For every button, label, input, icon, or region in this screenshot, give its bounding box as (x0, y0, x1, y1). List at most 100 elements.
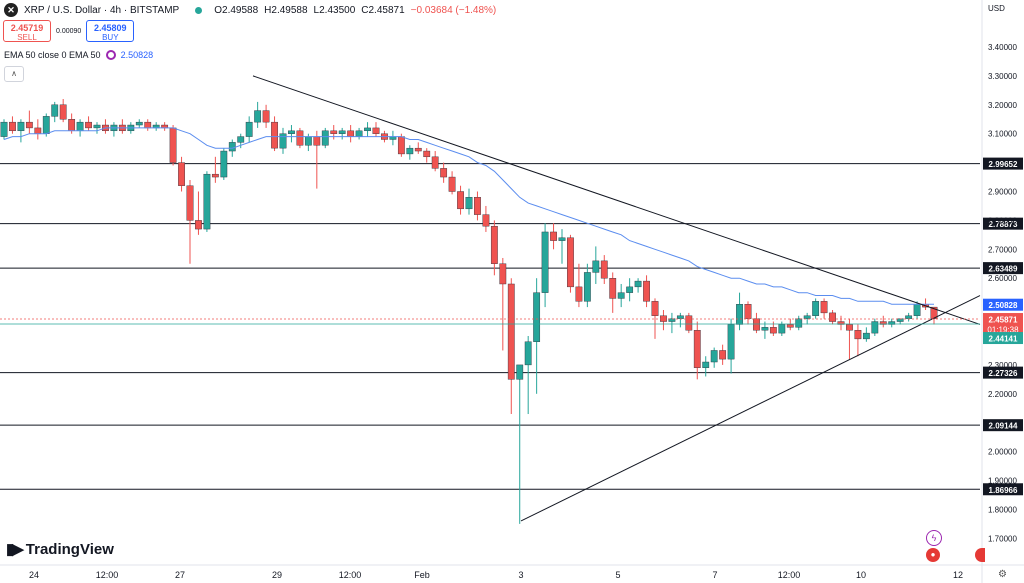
ohlc-close: C2.45871 (361, 4, 405, 16)
candle-body-0 (0, 121, 8, 137)
bid-price-tag-label: 2.44141 (989, 335, 1018, 344)
candle-body-1 (9, 121, 16, 132)
candle-body-3 (25, 121, 33, 129)
candle-body-21 (178, 162, 185, 186)
candle-body-72 (609, 278, 617, 299)
candle-body-87 (736, 304, 743, 325)
candle-body-22 (186, 185, 194, 221)
candle-body-28 (237, 136, 245, 143)
candle-body-88 (744, 304, 752, 319)
candle-body-63 (533, 292, 541, 342)
candle-body-10 (85, 121, 92, 129)
candle-body-65 (550, 231, 557, 241)
level-tag-label-1: 2.78873 (989, 220, 1018, 229)
buy-price: 2.45809 (94, 23, 127, 33)
last-price-tag (983, 313, 1023, 336)
candle-body-49 (414, 147, 422, 152)
candle-body-71 (600, 260, 608, 279)
candle-body-38 (321, 130, 329, 146)
tradingview-wordmark: TradingView (25, 540, 114, 558)
level-tag-label-4: 2.09144 (989, 422, 1018, 431)
last-price-tag-label: 2.45871 (989, 316, 1018, 325)
x-tick-0: 24 (29, 570, 39, 580)
candle-body-53 (448, 176, 456, 192)
candle-body-103 (871, 321, 879, 334)
candle-body-68 (575, 286, 583, 302)
us-flag-partial-icon[interactable] (975, 548, 985, 562)
candle-body-8 (68, 119, 76, 132)
symbol-header: ✕ XRP / U.S. Dollar · 4h · BITSTAMP O2.4… (4, 2, 496, 18)
candle-body-102 (862, 332, 870, 340)
us-flag-icon[interactable]: ● (926, 548, 940, 562)
buy-label: BUY (102, 33, 119, 43)
candle-body-26 (220, 150, 228, 178)
y-tick-3: 3.10000 (988, 130, 1017, 139)
candle-body-86 (727, 324, 735, 360)
candle-body-7 (59, 104, 67, 120)
candle-body-40 (338, 130, 346, 134)
candle-body-100 (846, 324, 853, 331)
y-tick-0: 3.40000 (988, 43, 1017, 52)
y-tick-6: 2.70000 (988, 245, 1017, 254)
level-tag-1 (983, 217, 1023, 230)
candle-body-34 (288, 130, 295, 134)
candle-body-108 (913, 304, 921, 316)
candle-body-92 (778, 324, 786, 334)
candle-body-56 (474, 197, 481, 215)
indicator-label: EMA 50 close 0 EMA 50 (4, 50, 101, 60)
candle-body-41 (347, 130, 355, 137)
ascending-trendline (520, 295, 981, 522)
candle-body-33 (279, 133, 287, 149)
level-tag-label-0: 2.99652 (989, 160, 1018, 169)
candle-body-99 (837, 321, 845, 325)
ohlc-change: −0.03684 (−1.48%) (410, 4, 497, 16)
candle-body-52 (440, 168, 448, 178)
descending-trendline (252, 75, 981, 325)
ohlc-open: O2.49588 (214, 4, 259, 16)
candle-body-76 (643, 280, 650, 302)
bid-price-tag (983, 332, 1023, 345)
candle-body-61 (516, 364, 524, 380)
candle-body-35 (296, 130, 304, 146)
collapse-legend-button[interactable]: ∧ (4, 66, 24, 82)
candle-body-93 (786, 324, 794, 328)
x-tick-1: 12:00 (96, 570, 119, 580)
indicator-legend[interactable]: EMA 50 close 0 EMA 50 2.50828 (4, 50, 153, 60)
candle-body-17 (144, 121, 152, 129)
candle-body-50 (423, 150, 431, 158)
x-tick-8: 7 (712, 570, 717, 580)
candle-body-48 (406, 147, 414, 155)
candle-body-82 (693, 330, 701, 368)
y-tick-9: 2.20000 (988, 390, 1017, 399)
candle-body-51 (431, 156, 439, 169)
level-tag-5 (983, 483, 1023, 496)
candle-body-66 (558, 237, 566, 241)
y-tick-1: 3.30000 (988, 72, 1017, 81)
candle-body-84 (710, 350, 718, 363)
buy-button[interactable]: 2.45809 BUY (86, 20, 135, 43)
candle-body-89 (753, 318, 760, 331)
sell-button[interactable]: 2.45719 SELL (3, 20, 51, 42)
level-tag-2 (983, 262, 1023, 275)
y-tick-11: 1.90000 (988, 477, 1017, 486)
flash-icon[interactable]: ϟ (926, 530, 942, 546)
x-tick-10: 10 (856, 570, 866, 580)
candle-body-70 (592, 260, 600, 273)
level-tag-3 (983, 366, 1023, 379)
candle-body-23 (195, 220, 202, 230)
candle-body-64 (541, 231, 549, 293)
candle-body-9 (76, 121, 84, 132)
candle-body-30 (254, 110, 262, 123)
candle-body-107 (905, 315, 913, 319)
currency-label[interactable]: USD (988, 4, 1005, 13)
candle-body-101 (854, 330, 862, 340)
symbol-title[interactable]: XRP / U.S. Dollar · 4h · BITSTAMP (24, 4, 180, 16)
x-logo-icon: ✕ (4, 3, 18, 17)
candle-body-96 (812, 301, 820, 316)
candle-body-39 (330, 130, 338, 134)
indicator-value: 2.50828 (120, 50, 154, 60)
candle-body-97 (820, 301, 828, 314)
candle-body-43 (364, 127, 371, 132)
gear-icon[interactable]: ⚙ (998, 569, 1007, 580)
